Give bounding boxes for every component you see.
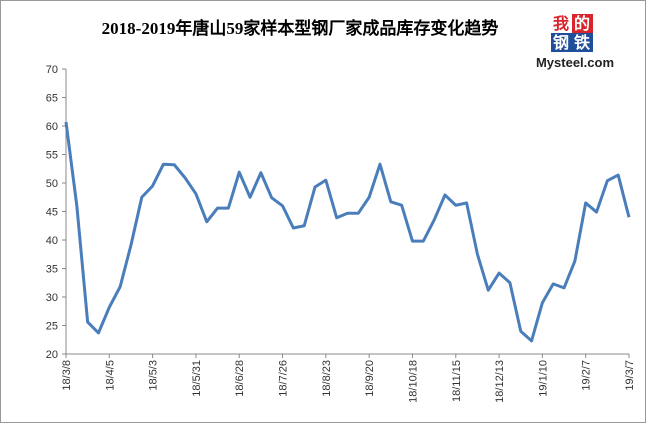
x-tick-label: 18/11/15: [451, 360, 463, 402]
y-tick-label: 70: [46, 64, 58, 76]
x-tick-label: 19/1/10: [537, 360, 549, 397]
x-tick-label: 19/2/7: [581, 360, 593, 391]
x-tick-label: 18/8/23: [321, 360, 333, 397]
y-tick-label: 40: [46, 235, 58, 247]
y-tick-label: 65: [46, 93, 58, 105]
x-tick-label: 18/10/18: [407, 360, 419, 403]
y-tick-label: 50: [46, 178, 58, 190]
x-tick-label: 19/3/7: [624, 360, 636, 391]
logo-site: Mysteel.com: [536, 55, 614, 70]
y-tick-label: 45: [46, 207, 58, 219]
logo-char: 钢: [553, 33, 569, 52]
logo-char: 铁: [574, 33, 590, 52]
y-tick-label: 55: [46, 150, 58, 162]
y-tick-label: 20: [46, 349, 58, 361]
y-tick-label: 25: [46, 321, 58, 333]
x-tick-label: 18/3/8: [61, 360, 73, 391]
data-line: [64, 121, 631, 343]
logo-char: 的: [574, 14, 590, 33]
logo-cell: [572, 33, 593, 52]
y-tick-label: 35: [46, 264, 58, 276]
logo-cell: [572, 14, 593, 33]
x-tick-label: 18/6/28: [234, 360, 246, 397]
x-tick-label: 18/4/5: [104, 360, 116, 391]
logo: 我 的 钢 铁 Mysteel.com: [536, 14, 614, 70]
x-tick-label: 18/9/20: [364, 360, 376, 397]
x-tick-label: 18/12/13: [494, 360, 506, 403]
y-tick-label: 60: [46, 121, 58, 133]
chart-title: 2018-2019年唐山59家样本型钢厂家成品库存变化趋势: [102, 18, 499, 38]
x-tick-label: 18/5/31: [191, 360, 203, 397]
logo-cell: [551, 33, 572, 52]
logo-char: 我: [553, 14, 569, 33]
x-tick-label: 18/5/3: [148, 360, 160, 391]
y-tick-label: 30: [46, 292, 58, 304]
x-tick-label: 18/7/26: [278, 360, 290, 397]
logo-cell: [551, 14, 572, 33]
